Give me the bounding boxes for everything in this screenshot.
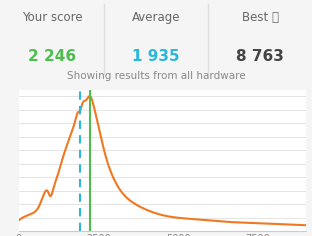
Text: Average: Average [132, 11, 180, 24]
Text: Your score: Your score [22, 11, 82, 24]
Text: 1 935: 1 935 [132, 49, 180, 63]
Text: Best ⓘ: Best ⓘ [241, 11, 279, 24]
Text: 8 763: 8 763 [236, 49, 284, 63]
Text: Showing results from all hardware: Showing results from all hardware [67, 72, 245, 81]
Text: 2 246: 2 246 [28, 49, 76, 63]
